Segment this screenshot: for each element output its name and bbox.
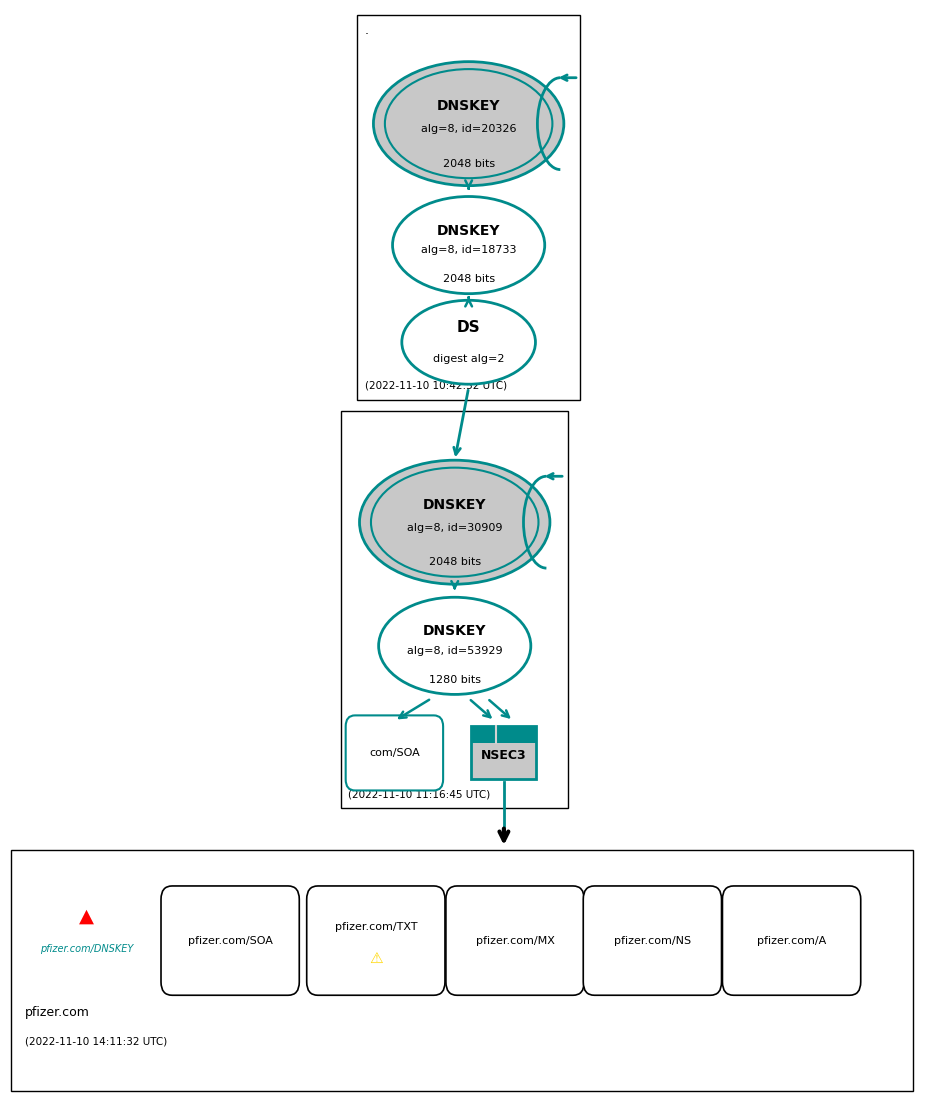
Text: pfizer.com: pfizer.com <box>25 1006 90 1019</box>
Text: DNSKEY: DNSKEY <box>423 624 486 638</box>
Bar <box>471 726 536 743</box>
FancyBboxPatch shape <box>161 885 298 996</box>
FancyBboxPatch shape <box>582 885 720 996</box>
Bar <box>11 850 912 1091</box>
Text: NSEC3: NSEC3 <box>480 749 527 762</box>
Text: DNSKEY: DNSKEY <box>423 498 486 512</box>
Text: pfizer.com/DNSKEY: pfizer.com/DNSKEY <box>40 944 133 955</box>
Text: com/SOA: com/SOA <box>369 747 419 758</box>
Text: alg=8, id=53929: alg=8, id=53929 <box>406 646 502 656</box>
Text: alg=8, id=18733: alg=8, id=18733 <box>421 245 515 255</box>
Text: 2048 bits: 2048 bits <box>442 274 494 284</box>
Ellipse shape <box>359 460 550 584</box>
Bar <box>340 411 567 808</box>
Text: pfizer.com/TXT: pfizer.com/TXT <box>335 922 416 933</box>
Bar <box>471 726 536 779</box>
Ellipse shape <box>373 62 564 185</box>
Text: com: com <box>348 762 375 775</box>
Ellipse shape <box>401 300 535 384</box>
Text: alg=8, id=30909: alg=8, id=30909 <box>407 523 502 533</box>
Ellipse shape <box>371 468 538 576</box>
Text: DNSKEY: DNSKEY <box>437 223 500 237</box>
Text: (2022-11-10 14:11:32 UTC): (2022-11-10 14:11:32 UTC) <box>25 1037 167 1047</box>
Text: pfizer.com/MX: pfizer.com/MX <box>476 935 553 946</box>
Text: 1280 bits: 1280 bits <box>428 675 480 684</box>
Ellipse shape <box>392 197 544 294</box>
Text: alg=8, id=20326: alg=8, id=20326 <box>421 125 515 135</box>
FancyBboxPatch shape <box>721 885 860 996</box>
FancyBboxPatch shape <box>446 885 584 996</box>
Text: 2048 bits: 2048 bits <box>442 159 494 169</box>
Text: (2022-11-10 11:16:45 UTC): (2022-11-10 11:16:45 UTC) <box>348 789 489 799</box>
Text: DNSKEY: DNSKEY <box>437 99 500 114</box>
FancyBboxPatch shape <box>306 885 445 996</box>
Text: ▲: ▲ <box>79 906 94 926</box>
Text: digest alg=2: digest alg=2 <box>432 354 504 364</box>
Text: pfizer.com/A: pfizer.com/A <box>756 935 825 946</box>
Text: DS: DS <box>456 320 480 335</box>
Ellipse shape <box>378 597 530 694</box>
Bar <box>357 15 579 400</box>
Text: (2022-11-10 10:42:52 UTC): (2022-11-10 10:42:52 UTC) <box>364 381 506 391</box>
FancyBboxPatch shape <box>345 715 443 790</box>
Text: pfizer.com/SOA: pfizer.com/SOA <box>187 935 273 946</box>
Text: ⚠: ⚠ <box>369 951 382 966</box>
Ellipse shape <box>385 70 552 178</box>
Text: 2048 bits: 2048 bits <box>428 558 480 567</box>
Text: .: . <box>364 24 368 38</box>
Text: pfizer.com/NS: pfizer.com/NS <box>613 935 691 946</box>
